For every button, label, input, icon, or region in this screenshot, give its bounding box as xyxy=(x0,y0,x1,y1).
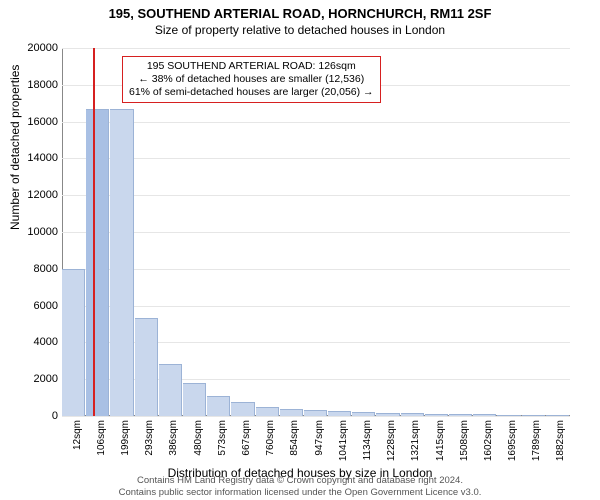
property-marker-line xyxy=(93,48,95,416)
y-tick-label: 16000 xyxy=(27,116,62,128)
gridline xyxy=(62,269,570,270)
x-tick-label: 667sqm xyxy=(241,420,252,456)
y-tick-label: 6000 xyxy=(34,300,62,312)
annotation-line-1: 195 SOUTHEND ARTERIAL ROAD: 126sqm xyxy=(129,60,374,73)
y-tick-label: 12000 xyxy=(27,189,62,201)
gridline xyxy=(62,122,570,123)
histogram-bar xyxy=(135,318,158,416)
gridline xyxy=(62,306,570,307)
histogram-bar xyxy=(280,409,303,416)
x-tick-label: 1695sqm xyxy=(507,420,518,461)
histogram-bar xyxy=(86,109,109,416)
y-axis-label: Number of detached properties xyxy=(8,65,22,230)
x-tick-label: 760sqm xyxy=(265,420,276,456)
y-tick-label: 4000 xyxy=(34,336,62,348)
gridline xyxy=(62,158,570,159)
y-tick-label: 14000 xyxy=(27,152,62,164)
annotation-line-3: 61% of semi-detached houses are larger (… xyxy=(129,86,374,99)
x-tick-label: 1602sqm xyxy=(483,420,494,461)
x-tick-label: 1321sqm xyxy=(410,420,421,461)
histogram-bar xyxy=(449,414,472,416)
x-tick-label: 1508sqm xyxy=(459,420,470,461)
y-tick-label: 20000 xyxy=(27,42,62,54)
x-tick-label: 1041sqm xyxy=(338,420,349,461)
chart-title-main: 195, SOUTHEND ARTERIAL ROAD, HORNCHURCH,… xyxy=(0,0,600,21)
histogram-bar xyxy=(110,109,133,416)
histogram-bar xyxy=(207,396,230,416)
footer-line-2: Contains public sector information licen… xyxy=(0,487,600,498)
x-tick-label: 106sqm xyxy=(96,420,107,456)
histogram-bar xyxy=(231,402,254,416)
x-tick-label: 386sqm xyxy=(168,420,179,456)
histogram-bar xyxy=(352,412,375,416)
x-tick-label: 1882sqm xyxy=(555,420,566,461)
histogram-bar xyxy=(183,383,206,416)
chart-plot-area: 0200040006000800010000120001400016000180… xyxy=(62,48,570,416)
gridline xyxy=(62,232,570,233)
histogram-bar xyxy=(328,411,351,416)
y-tick-label: 8000 xyxy=(34,263,62,275)
gridline xyxy=(62,195,570,196)
histogram-bar xyxy=(256,407,279,416)
annotation-box: 195 SOUTHEND ARTERIAL ROAD: 126sqm← 38% … xyxy=(122,56,381,103)
histogram-bar xyxy=(401,413,424,416)
footer-line-1: Contains HM Land Registry data © Crown c… xyxy=(0,475,600,486)
x-tick-label: 1228sqm xyxy=(386,420,397,461)
x-tick-label: 480sqm xyxy=(193,420,204,456)
x-tick-label: 1789sqm xyxy=(531,420,542,461)
x-tick-label: 573sqm xyxy=(217,420,228,456)
histogram-bar xyxy=(473,414,496,416)
y-tick-label: 2000 xyxy=(34,373,62,385)
y-tick-label: 0 xyxy=(52,410,62,422)
chart-title-sub: Size of property relative to detached ho… xyxy=(0,21,600,37)
y-tick-label: 18000 xyxy=(27,79,62,91)
histogram-bar xyxy=(546,415,569,416)
annotation-line-2: ← 38% of detached houses are smaller (12… xyxy=(129,73,374,86)
footer-attribution: Contains HM Land Registry data © Crown c… xyxy=(0,475,600,498)
x-tick-label: 12sqm xyxy=(72,420,83,450)
x-tick-label: 293sqm xyxy=(144,420,155,456)
x-tick-label: 1415sqm xyxy=(435,420,446,461)
gridline xyxy=(62,48,570,49)
x-tick-label: 854sqm xyxy=(289,420,300,456)
histogram-bar xyxy=(304,410,327,416)
histogram-bar xyxy=(62,269,85,416)
histogram-bar xyxy=(159,364,182,416)
x-tick-label: 947sqm xyxy=(314,420,325,456)
histogram-bar xyxy=(497,415,520,416)
histogram-bar xyxy=(522,415,545,416)
y-tick-label: 10000 xyxy=(27,226,62,238)
x-tick-label: 1134sqm xyxy=(362,420,373,460)
histogram-bar xyxy=(425,414,448,416)
gridline xyxy=(62,416,570,417)
x-tick-label: 199sqm xyxy=(120,420,131,456)
histogram-bar xyxy=(376,413,399,416)
